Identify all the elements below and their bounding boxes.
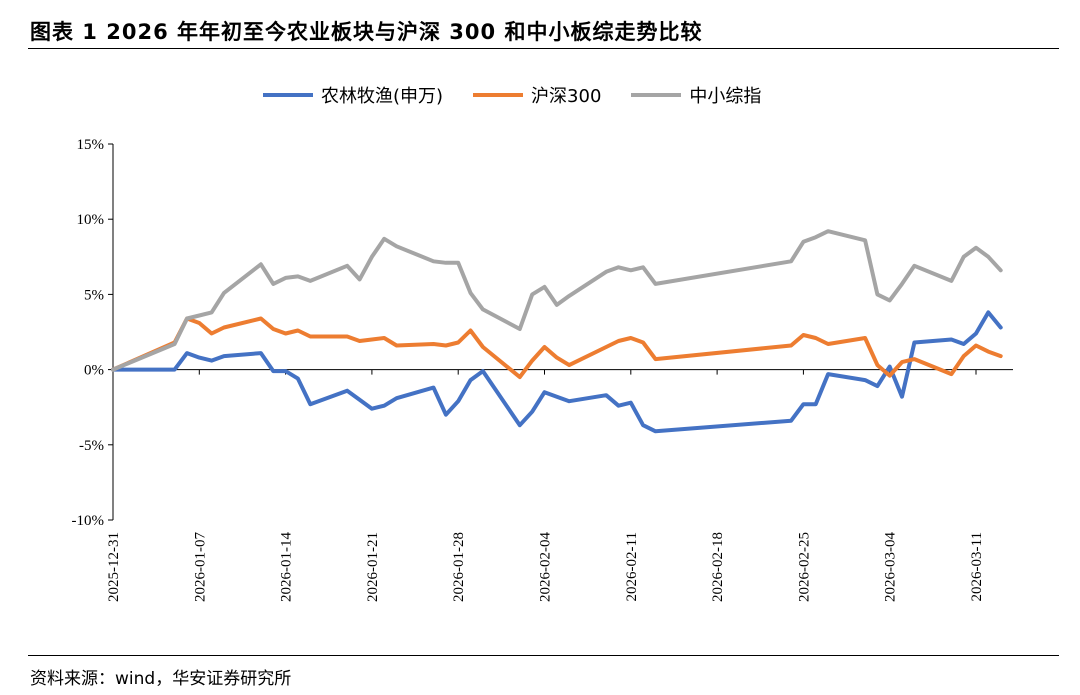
legend-label-hs300: 沪深300 [531,86,602,107]
x-tick-label: 2026-02-18 [710,532,726,602]
y-tick-label: 10% [77,212,105,228]
x-tick-label: 2026-03-04 [883,532,899,602]
x-tick-label: 2025-12-31 [106,532,122,602]
legend-swatch-sme [631,93,682,97]
legend-item-agri: 农林牧渔(申万) [263,82,443,108]
legend-label-sme: 中小综指 [689,86,762,107]
y-tick-label: 15% [77,137,105,153]
source-divider [28,655,1059,656]
x-tick-label: 2026-02-25 [796,532,812,602]
series-line-1 [111,316,1003,380]
legend-item-hs300: 沪深300 [473,82,601,108]
x-tick-label: 2026-02-11 [624,532,640,601]
x-tick-label: 2026-03-11 [969,532,985,601]
x-tick-label: 2026-02-04 [538,532,554,602]
source-note: 资料来源：wind，华安证券研究所 [30,669,292,689]
y-tick-label: 0% [84,363,104,379]
legend-swatch-hs300 [473,93,524,97]
y-tick-label: 5% [84,287,104,303]
x-tick-label: 2026-01-07 [192,532,208,602]
y-tick-label: -10% [72,513,105,529]
figure-title: 图表 1 2026 年年初至今农业板块与沪深 300 和中小板综走势比较 [30,20,703,44]
series-line-2 [111,229,1003,372]
x-tick-label: 2026-01-21 [365,532,381,602]
y-tick-label: -5% [79,438,104,454]
title-divider [28,48,1059,49]
legend-item-sme: 中小综指 [631,82,761,108]
x-tick-label: 2026-01-28 [451,532,467,602]
legend-label-agri: 农林牧渔(申万) [321,86,444,107]
x-tick-label: 2026-01-14 [279,532,295,602]
series-line-0 [111,310,1003,434]
legend-swatch-agri [263,93,313,97]
chart-legend: 农林牧渔(申万) 沪深300 中小综指 [263,82,791,108]
